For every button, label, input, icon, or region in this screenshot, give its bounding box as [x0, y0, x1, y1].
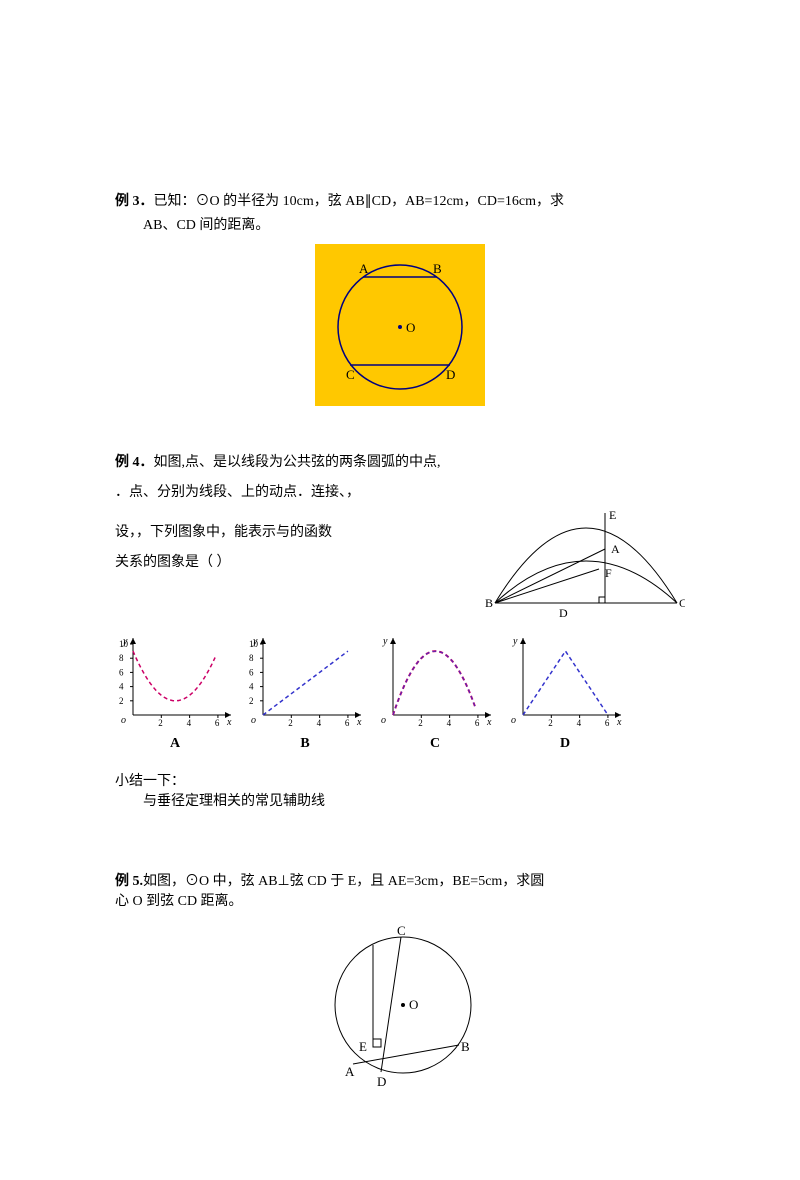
svg-text:4: 4 [577, 718, 582, 728]
ex4-label: 例 4． [115, 455, 154, 470]
ex3-text-2: AB、CD 间的距离。 [115, 214, 685, 234]
svg-text:4: 4 [447, 718, 452, 728]
option-d: y x o 2 4 6 D [505, 634, 625, 752]
ex4-options-row: yxo246246810 A yxo246246810 B yxo246 C y… [115, 634, 685, 752]
summary-line1: 小结一下： [115, 770, 685, 790]
example-4: 例 4．如图,点、是以线段为公共弦的两条圆弧的中点, ．点、分别为线段、上的动点… [115, 451, 685, 810]
option-b-label: B [245, 736, 365, 752]
option-c: y x o 2 4 6 C [375, 634, 495, 752]
svg-text:2: 2 [288, 718, 293, 728]
svg-text:6: 6 [215, 718, 220, 728]
option-d-label: D [505, 736, 625, 752]
svg-text:x: x [616, 717, 622, 728]
ex3-label: 例 3． [115, 194, 154, 209]
svg-text:4: 4 [119, 682, 124, 692]
svg-text:6: 6 [605, 718, 610, 728]
ex5-line2: 心 O 到弦 CD 距离。 [115, 890, 685, 910]
svg-text:2: 2 [119, 696, 124, 706]
svg-text:o: o [511, 715, 516, 726]
svg-text:8: 8 [249, 653, 254, 663]
svg-text:10: 10 [119, 639, 129, 649]
ex4-line2: ．点、分别为线段、上的动点．连接、， [115, 481, 685, 501]
svg-text:8: 8 [119, 653, 124, 663]
svg-text:x: x [486, 717, 492, 728]
svg-text:E: E [609, 511, 616, 522]
svg-text:B: B [433, 261, 442, 276]
ex5-line1: 如图，⊙O 中，弦 AB⊥弦 CD 于 E，且 AE=3cm，BE=5cm，求圆 [143, 874, 544, 889]
ex3-figure: A B C D O [315, 244, 485, 406]
ex3-heading: 例 3．已知：⊙O 的半径为 10cm，弦 AB∥CD，AB=12cm，CD=1… [115, 190, 685, 210]
svg-text:2: 2 [158, 718, 163, 728]
ex5-line1-wrap: 例 5.如图，⊙O 中，弦 AB⊥弦 CD 于 E，且 AE=3cm，BE=5c… [115, 870, 685, 890]
svg-text:y: y [512, 636, 518, 647]
svg-text:D: D [446, 367, 455, 382]
svg-text:6: 6 [345, 718, 350, 728]
ex5-figure: A B C D E O [315, 920, 485, 1095]
svg-text:4: 4 [249, 682, 254, 692]
svg-text:F: F [605, 566, 612, 580]
svg-text:O: O [406, 320, 415, 335]
svg-text:2: 2 [249, 696, 254, 706]
svg-text:D: D [377, 1074, 386, 1089]
svg-text:C: C [679, 596, 685, 610]
svg-text:C: C [397, 923, 406, 938]
svg-text:O: O [409, 997, 418, 1012]
ex4-line3: 设，，下列图象中，能表示与的函数 [115, 521, 485, 541]
option-c-graph: y x o 2 4 6 [375, 634, 495, 729]
example-3: 例 3．已知：⊙O 的半径为 10cm，弦 AB∥CD，AB=12cm，CD=1… [115, 190, 685, 411]
svg-text:6: 6 [119, 667, 124, 677]
summary-block: 小结一下： 与垂径定理相关的常见辅助线 [115, 770, 685, 810]
ex5-label: 例 5. [115, 874, 143, 889]
svg-text:A: A [611, 542, 620, 556]
svg-text:o: o [381, 715, 386, 726]
option-a-graph: yxo246246810 [115, 634, 235, 729]
svg-text:D: D [559, 606, 568, 620]
svg-text:o: o [121, 715, 126, 726]
svg-text:2: 2 [418, 718, 423, 728]
ex4-line1: 如图,点、是以线段为公共弦的两条圆弧的中点, [154, 455, 441, 470]
option-b-graph: yxo246246810 [245, 634, 365, 729]
svg-text:A: A [359, 261, 369, 276]
ex3-text-1: 已知：⊙O 的半径为 10cm，弦 AB∥CD，AB=12cm，CD=16cm，… [154, 194, 565, 209]
svg-text:4: 4 [317, 718, 322, 728]
svg-text:2: 2 [548, 718, 553, 728]
ex4-main-figure: B C E AF D [485, 511, 685, 621]
svg-text:C: C [346, 367, 355, 382]
option-d-graph: y x o 2 4 6 [505, 634, 625, 729]
example-5: 例 5.如图，⊙O 中，弦 AB⊥弦 CD 于 E，且 AE=3cm，BE=5c… [115, 870, 685, 1100]
ex3-figure-wrap: A B C D O [115, 244, 685, 411]
option-b: yxo246246810 B [245, 634, 365, 752]
svg-text:x: x [226, 717, 232, 728]
ex5-figure-wrap: A B C D E O [115, 920, 685, 1100]
svg-text:x: x [356, 717, 362, 728]
ex4-line1-wrap: 例 4．如图,点、是以线段为公共弦的两条圆弧的中点, [115, 451, 685, 471]
svg-text:o: o [251, 715, 256, 726]
svg-text:4: 4 [187, 718, 192, 728]
option-a-label: A [115, 736, 235, 752]
svg-text:6: 6 [475, 718, 480, 728]
svg-text:10: 10 [249, 639, 259, 649]
svg-text:6: 6 [249, 667, 254, 677]
svg-text:B: B [461, 1039, 470, 1054]
option-c-label: C [375, 736, 495, 752]
option-a: yxo246246810 A [115, 634, 235, 752]
summary-line2: 与垂径定理相关的常见辅助线 [115, 790, 685, 810]
ex4-line4: 关系的图象是（ ） [115, 551, 485, 571]
ex4-main-figure-wrap: B C E AF D [485, 511, 685, 626]
svg-text:A: A [345, 1064, 355, 1079]
svg-text:E: E [359, 1039, 367, 1054]
svg-text:y: y [382, 636, 388, 647]
svg-text:B: B [485, 596, 493, 610]
